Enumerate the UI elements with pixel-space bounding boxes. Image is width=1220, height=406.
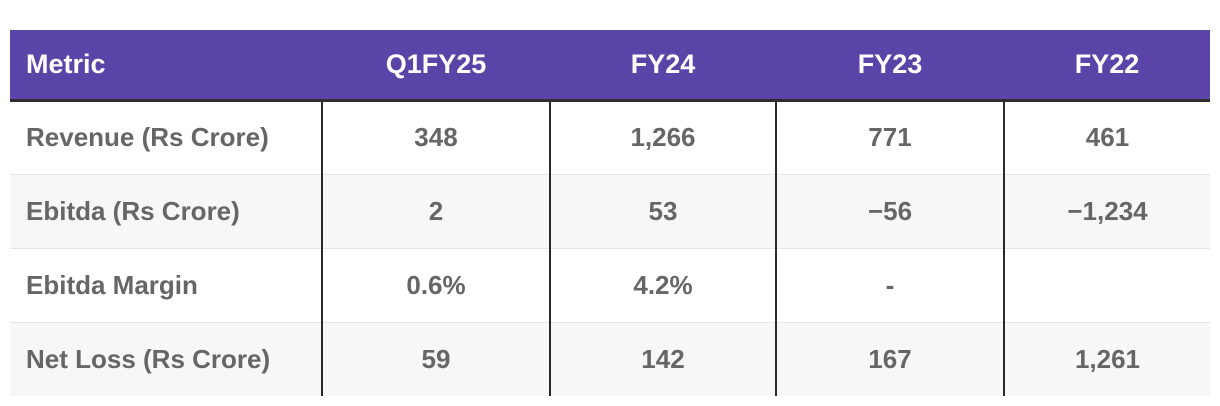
row-label: Ebitda Margin <box>10 248 323 323</box>
header-q1fy25: Q1FY25 <box>322 30 550 102</box>
row-label: Revenue (Rs Crore) <box>10 100 323 175</box>
header-fy24: FY24 <box>550 30 776 102</box>
header-fy23: FY23 <box>776 30 1004 102</box>
table-cell: - <box>776 248 1005 323</box>
table-cell: −1,234 <box>1004 174 1210 249</box>
header-fy22: FY22 <box>1004 30 1210 102</box>
row-label: Ebitda (Rs Crore) <box>10 174 323 249</box>
table-cell: 348 <box>322 100 551 175</box>
table-cell: −56 <box>776 174 1005 249</box>
header-row: Metric Q1FY25 FY24 FY23 FY22 <box>10 30 1210 102</box>
financial-metrics-table: Metric Q1FY25 FY24 FY23 FY22 Revenue (Rs… <box>10 30 1210 396</box>
table-header: Metric Q1FY25 FY24 FY23 FY22 <box>10 30 1210 102</box>
table-row: Net Loss (Rs Crore) 59 142 167 1,261 <box>10 322 1210 396</box>
table-cell: 53 <box>550 174 777 249</box>
table-row: Revenue (Rs Crore) 348 1,266 771 461 <box>10 100 1210 175</box>
table-cell: 771 <box>776 100 1005 175</box>
table-cell: 167 <box>776 322 1005 396</box>
table-row: Ebitda (Rs Crore) 2 53 −56 −1,234 <box>10 174 1210 249</box>
table-cell: 1,261 <box>1074 343 1141 374</box>
table-cell: 4.2% <box>550 248 777 323</box>
header-metric: Metric <box>10 30 322 102</box>
table-cell: 1,266 <box>550 100 777 175</box>
table-cell: 0.6% <box>322 248 551 323</box>
table-cell: 142 <box>550 322 777 396</box>
table-cell: 59 <box>322 322 551 396</box>
table-cell: 461 <box>1004 100 1210 175</box>
row-label: Net Loss (Rs Crore) <box>10 322 323 396</box>
table-body: Revenue (Rs Crore) 348 1,266 771 461 Ebi… <box>10 100 1210 396</box>
table-cell: 2 <box>322 174 551 249</box>
table-cell <box>1004 248 1210 323</box>
financial-metrics-table-container: Metric Q1FY25 FY24 FY23 FY22 Revenue (Rs… <box>10 30 1210 396</box>
table-row: Ebitda Margin 0.6% 4.2% - <box>10 248 1210 323</box>
